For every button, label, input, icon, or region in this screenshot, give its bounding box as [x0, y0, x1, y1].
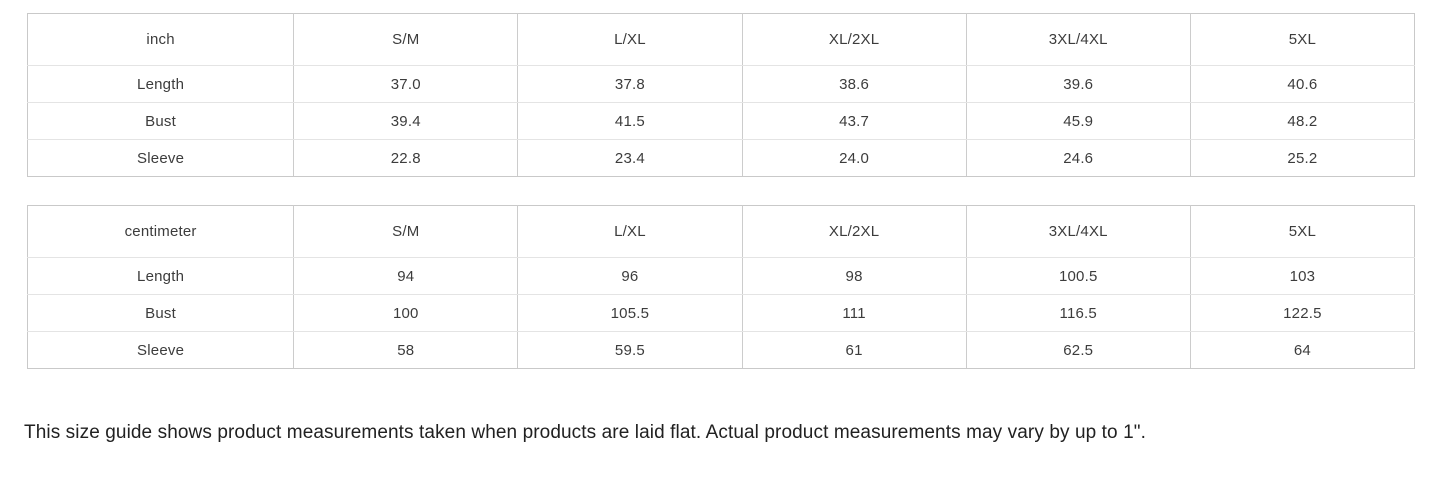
size-header-cell: 5XL [1189, 13, 1416, 66]
table-row: Bust 39.4 41.5 43.7 45.9 48.2 [26, 102, 1416, 140]
row-label-cell: Bust [26, 102, 295, 140]
size-header-cell: XL/2XL [741, 205, 967, 258]
value-cell: 39.6 [965, 65, 1191, 103]
value-cell: 94 [293, 257, 519, 295]
size-header-cell: L/XL [517, 205, 743, 258]
value-cell: 22.8 [293, 139, 519, 177]
row-label-cell: Sleeve [26, 139, 295, 177]
size-table-centimeter: centimeter S/M L/XL XL/2XL 3XL/4XL 5XL L… [26, 205, 1416, 369]
value-cell: 105.5 [517, 294, 743, 332]
value-cell: 45.9 [965, 102, 1191, 140]
table-header-row: centimeter S/M L/XL XL/2XL 3XL/4XL 5XL [26, 205, 1416, 258]
unit-header-cell: centimeter [26, 205, 295, 258]
value-cell: 41.5 [517, 102, 743, 140]
value-cell: 116.5 [965, 294, 1191, 332]
size-table-inch: inch S/M L/XL XL/2XL 3XL/4XL 5XL Length … [26, 13, 1416, 177]
value-cell: 98 [741, 257, 967, 295]
value-cell: 25.2 [1189, 139, 1416, 177]
size-header-cell: 3XL/4XL [965, 13, 1191, 66]
value-cell: 96 [517, 257, 743, 295]
value-cell: 48.2 [1189, 102, 1416, 140]
table-row: Length 37.0 37.8 38.6 39.6 40.6 [26, 65, 1416, 103]
size-header-cell: S/M [293, 205, 519, 258]
size-header-cell: S/M [293, 13, 519, 66]
value-cell: 61 [741, 331, 967, 369]
size-guide-note: This size guide shows product measuremen… [24, 422, 1146, 443]
value-cell: 24.6 [965, 139, 1191, 177]
size-guide-page: inch S/M L/XL XL/2XL 3XL/4XL 5XL Length … [0, 13, 1445, 444]
value-cell: 58 [293, 331, 519, 369]
table-row: Sleeve 58 59.5 61 62.5 64 [26, 331, 1416, 369]
value-cell: 24.0 [741, 139, 967, 177]
value-cell: 40.6 [1189, 65, 1416, 103]
value-cell: 38.6 [741, 65, 967, 103]
value-cell: 100 [293, 294, 519, 332]
size-header-cell: L/XL [517, 13, 743, 66]
row-label-cell: Sleeve [26, 331, 295, 369]
value-cell: 64 [1189, 331, 1416, 369]
unit-header-cell: inch [26, 13, 295, 66]
table-header-row: inch S/M L/XL XL/2XL 3XL/4XL 5XL [26, 13, 1416, 66]
table-row: Length 94 96 98 100.5 103 [26, 257, 1416, 295]
value-cell: 103 [1189, 257, 1416, 295]
size-header-cell: XL/2XL [741, 13, 967, 66]
value-cell: 62.5 [965, 331, 1191, 369]
size-header-cell: 3XL/4XL [965, 205, 1191, 258]
row-label-cell: Length [26, 65, 295, 103]
row-label-cell: Length [26, 257, 295, 295]
value-cell: 122.5 [1189, 294, 1416, 332]
value-cell: 100.5 [965, 257, 1191, 295]
row-label-cell: Bust [26, 294, 295, 332]
size-header-cell: 5XL [1189, 205, 1416, 258]
value-cell: 111 [741, 294, 967, 332]
table-row: Sleeve 22.8 23.4 24.0 24.6 25.2 [26, 139, 1416, 177]
table-row: Bust 100 105.5 111 116.5 122.5 [26, 294, 1416, 332]
value-cell: 23.4 [517, 139, 743, 177]
value-cell: 39.4 [293, 102, 519, 140]
value-cell: 59.5 [517, 331, 743, 369]
value-cell: 43.7 [741, 102, 967, 140]
value-cell: 37.8 [517, 65, 743, 103]
value-cell: 37.0 [293, 65, 519, 103]
